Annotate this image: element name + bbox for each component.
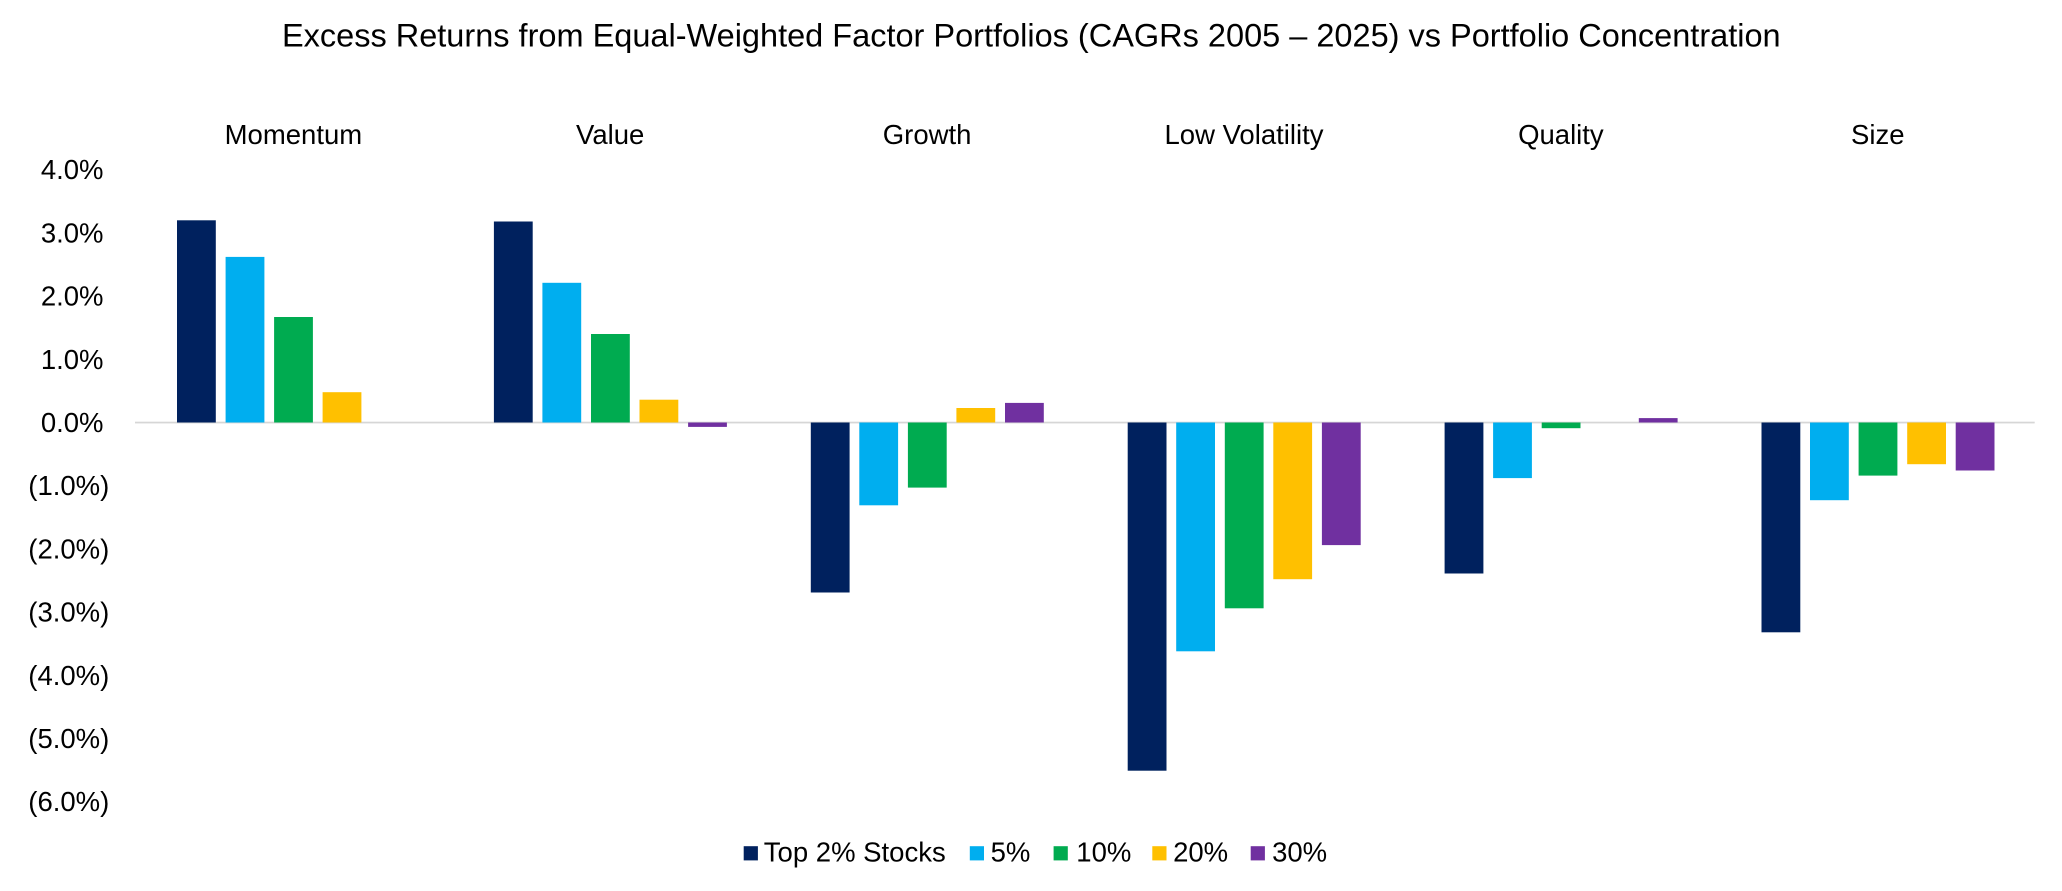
svg-text:(6.0%): (6.0%) xyxy=(28,786,109,817)
svg-text:5%: 5% xyxy=(991,837,1031,868)
svg-text:(3.0%): (3.0%) xyxy=(28,597,109,628)
svg-text:Quality: Quality xyxy=(1518,119,1604,150)
svg-text:Momentum: Momentum xyxy=(225,119,363,150)
svg-text:Growth: Growth xyxy=(883,119,972,150)
svg-text:Excess Returns from Equal-Weig: Excess Returns from Equal-Weighted Facto… xyxy=(282,17,1781,53)
svg-text:20%: 20% xyxy=(1173,837,1228,868)
svg-text:3.0%: 3.0% xyxy=(41,217,104,248)
svg-text:Low Volatility: Low Volatility xyxy=(1165,119,1324,150)
svg-text:4.0%: 4.0% xyxy=(41,154,104,185)
svg-text:Top 2% Stocks: Top 2% Stocks xyxy=(764,837,946,868)
svg-text:0.0%: 0.0% xyxy=(41,407,104,438)
svg-text:2.0%: 2.0% xyxy=(41,281,104,312)
svg-text:(2.0%): (2.0%) xyxy=(28,533,109,564)
svg-text:(1.0%): (1.0%) xyxy=(28,470,109,501)
svg-text:10%: 10% xyxy=(1076,837,1131,868)
svg-text:(5.0%): (5.0%) xyxy=(28,723,109,754)
svg-text:30%: 30% xyxy=(1272,837,1327,868)
svg-text:(4.0%): (4.0%) xyxy=(28,660,109,691)
svg-text:Size: Size xyxy=(1851,119,1905,150)
svg-text:Value: Value xyxy=(576,119,644,150)
svg-text:1.0%: 1.0% xyxy=(41,344,104,375)
